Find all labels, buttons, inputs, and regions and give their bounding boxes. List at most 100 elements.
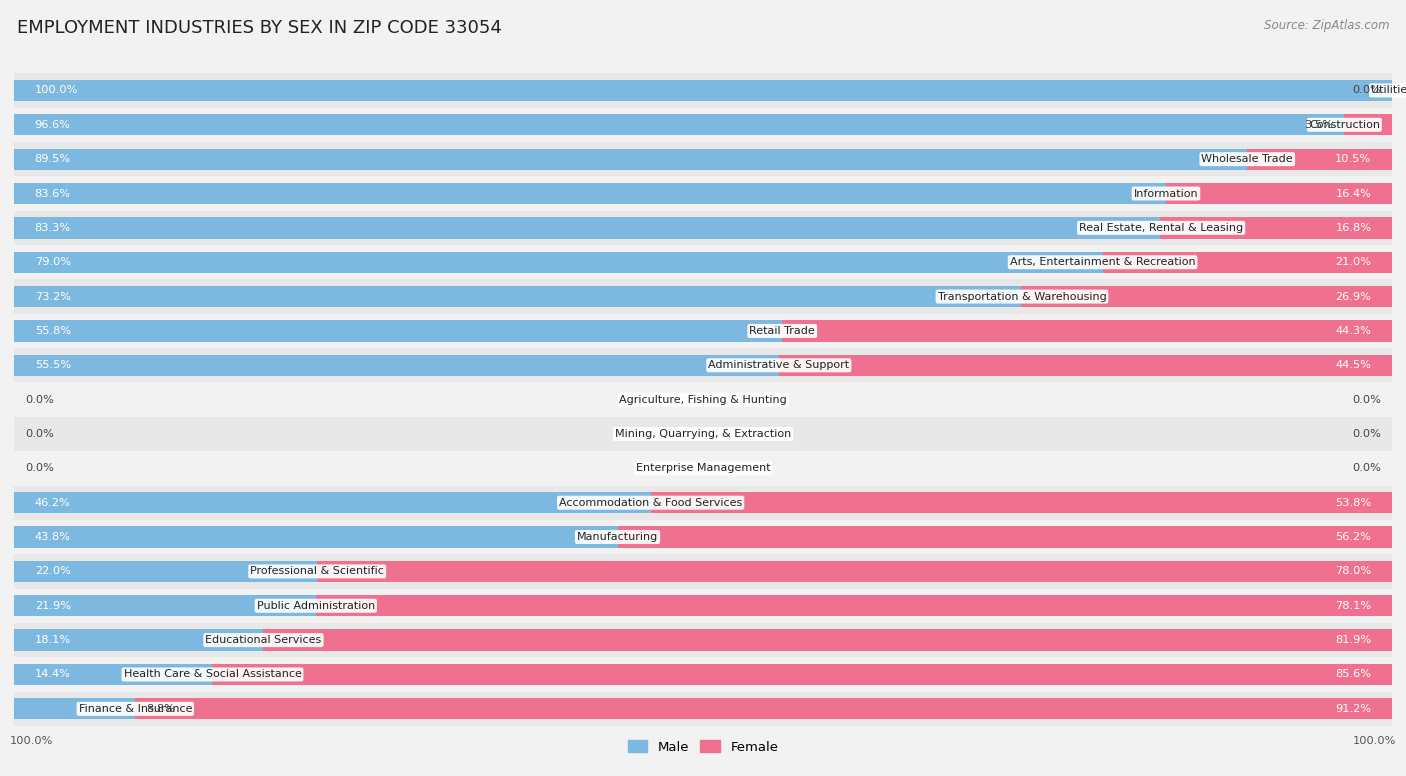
- Text: 21.9%: 21.9%: [35, 601, 70, 611]
- Text: 0.0%: 0.0%: [1353, 463, 1381, 473]
- Bar: [14, 114, 1346, 136]
- Text: 78.1%: 78.1%: [1336, 601, 1371, 611]
- Text: 16.4%: 16.4%: [1336, 189, 1371, 199]
- Text: EMPLOYMENT INDUSTRIES BY SEX IN ZIP CODE 33054: EMPLOYMENT INDUSTRIES BY SEX IN ZIP CODE…: [17, 19, 502, 37]
- Text: 73.2%: 73.2%: [35, 292, 70, 302]
- Bar: [14, 108, 1392, 142]
- Text: 44.3%: 44.3%: [1336, 326, 1371, 336]
- Text: Construction: Construction: [1309, 120, 1379, 130]
- Text: Source: ZipAtlas.com: Source: ZipAtlas.com: [1264, 19, 1389, 33]
- Text: Wholesale Trade: Wholesale Trade: [1202, 154, 1294, 165]
- Text: 100.0%: 100.0%: [10, 736, 53, 746]
- Bar: [1247, 148, 1392, 170]
- Text: Accommodation & Food Services: Accommodation & Food Services: [560, 497, 742, 508]
- Bar: [14, 486, 1392, 520]
- Text: 100.0%: 100.0%: [1353, 736, 1396, 746]
- Text: Public Administration: Public Administration: [257, 601, 375, 611]
- Bar: [14, 629, 263, 651]
- Bar: [617, 526, 1392, 548]
- Bar: [14, 383, 1392, 417]
- Text: Administrative & Support: Administrative & Support: [709, 360, 849, 370]
- Bar: [14, 176, 1392, 211]
- Bar: [14, 698, 135, 719]
- Text: Finance & Insurance: Finance & Insurance: [79, 704, 193, 714]
- Text: 55.5%: 55.5%: [35, 360, 70, 370]
- Text: Real Estate, Rental & Leasing: Real Estate, Rental & Leasing: [1078, 223, 1243, 233]
- Bar: [14, 663, 212, 685]
- Bar: [14, 526, 617, 548]
- Text: 0.0%: 0.0%: [25, 395, 53, 404]
- Bar: [1166, 183, 1392, 204]
- Text: Health Care & Social Assistance: Health Care & Social Assistance: [124, 670, 301, 680]
- Bar: [779, 355, 1392, 376]
- Text: 3.5%: 3.5%: [1303, 120, 1333, 130]
- Bar: [14, 251, 1102, 273]
- Bar: [14, 595, 316, 616]
- Text: 85.6%: 85.6%: [1336, 670, 1371, 680]
- Text: Utilities: Utilities: [1371, 85, 1406, 95]
- Legend: Male, Female: Male, Female: [623, 735, 783, 759]
- Text: 8.8%: 8.8%: [146, 704, 176, 714]
- Bar: [1160, 217, 1392, 238]
- Text: Retail Trade: Retail Trade: [749, 326, 815, 336]
- Bar: [14, 148, 1247, 170]
- Bar: [318, 561, 1392, 582]
- Text: Arts, Entertainment & Recreation: Arts, Entertainment & Recreation: [1010, 257, 1195, 267]
- Bar: [14, 217, 1161, 238]
- Bar: [212, 663, 1392, 685]
- Text: 16.8%: 16.8%: [1336, 223, 1371, 233]
- Text: 91.2%: 91.2%: [1336, 704, 1371, 714]
- Bar: [14, 554, 1392, 588]
- Bar: [14, 355, 779, 376]
- Bar: [14, 320, 783, 341]
- Text: 96.6%: 96.6%: [35, 120, 70, 130]
- Bar: [651, 492, 1392, 514]
- Bar: [263, 629, 1392, 651]
- Bar: [1344, 114, 1392, 136]
- Bar: [14, 211, 1392, 245]
- Bar: [1102, 251, 1392, 273]
- Text: Information: Information: [1133, 189, 1198, 199]
- Bar: [14, 142, 1392, 176]
- Text: 53.8%: 53.8%: [1336, 497, 1371, 508]
- Text: 14.4%: 14.4%: [35, 670, 70, 680]
- Text: 0.0%: 0.0%: [1353, 395, 1381, 404]
- Bar: [14, 417, 1392, 451]
- Text: 18.1%: 18.1%: [35, 635, 70, 645]
- Text: Educational Services: Educational Services: [205, 635, 322, 645]
- Text: 26.9%: 26.9%: [1336, 292, 1371, 302]
- Bar: [316, 595, 1392, 616]
- Text: Mining, Quarrying, & Extraction: Mining, Quarrying, & Extraction: [614, 429, 792, 439]
- Text: 81.9%: 81.9%: [1336, 635, 1371, 645]
- Bar: [14, 314, 1392, 348]
- Text: 46.2%: 46.2%: [35, 497, 70, 508]
- Bar: [14, 691, 1392, 726]
- Text: 100.0%: 100.0%: [35, 85, 79, 95]
- Text: Professional & Scientific: Professional & Scientific: [250, 566, 384, 577]
- Bar: [14, 286, 1022, 307]
- Text: Manufacturing: Manufacturing: [576, 532, 658, 542]
- Bar: [14, 348, 1392, 383]
- Text: 78.0%: 78.0%: [1336, 566, 1371, 577]
- Text: 22.0%: 22.0%: [35, 566, 70, 577]
- Bar: [14, 623, 1392, 657]
- Bar: [782, 320, 1392, 341]
- Text: 79.0%: 79.0%: [35, 257, 70, 267]
- Text: Transportation & Warehousing: Transportation & Warehousing: [938, 292, 1107, 302]
- Text: Agriculture, Fishing & Hunting: Agriculture, Fishing & Hunting: [619, 395, 787, 404]
- Text: 83.6%: 83.6%: [35, 189, 70, 199]
- Text: 10.5%: 10.5%: [1336, 154, 1371, 165]
- Bar: [14, 73, 1392, 108]
- Bar: [14, 492, 651, 514]
- Bar: [14, 80, 1392, 101]
- Text: 21.0%: 21.0%: [1336, 257, 1371, 267]
- Bar: [14, 657, 1392, 691]
- Text: 56.2%: 56.2%: [1336, 532, 1371, 542]
- Text: 43.8%: 43.8%: [35, 532, 70, 542]
- Text: 89.5%: 89.5%: [35, 154, 70, 165]
- Text: 0.0%: 0.0%: [1353, 85, 1381, 95]
- Bar: [14, 588, 1392, 623]
- Text: 55.8%: 55.8%: [35, 326, 70, 336]
- Text: 44.5%: 44.5%: [1336, 360, 1371, 370]
- Text: Enterprise Management: Enterprise Management: [636, 463, 770, 473]
